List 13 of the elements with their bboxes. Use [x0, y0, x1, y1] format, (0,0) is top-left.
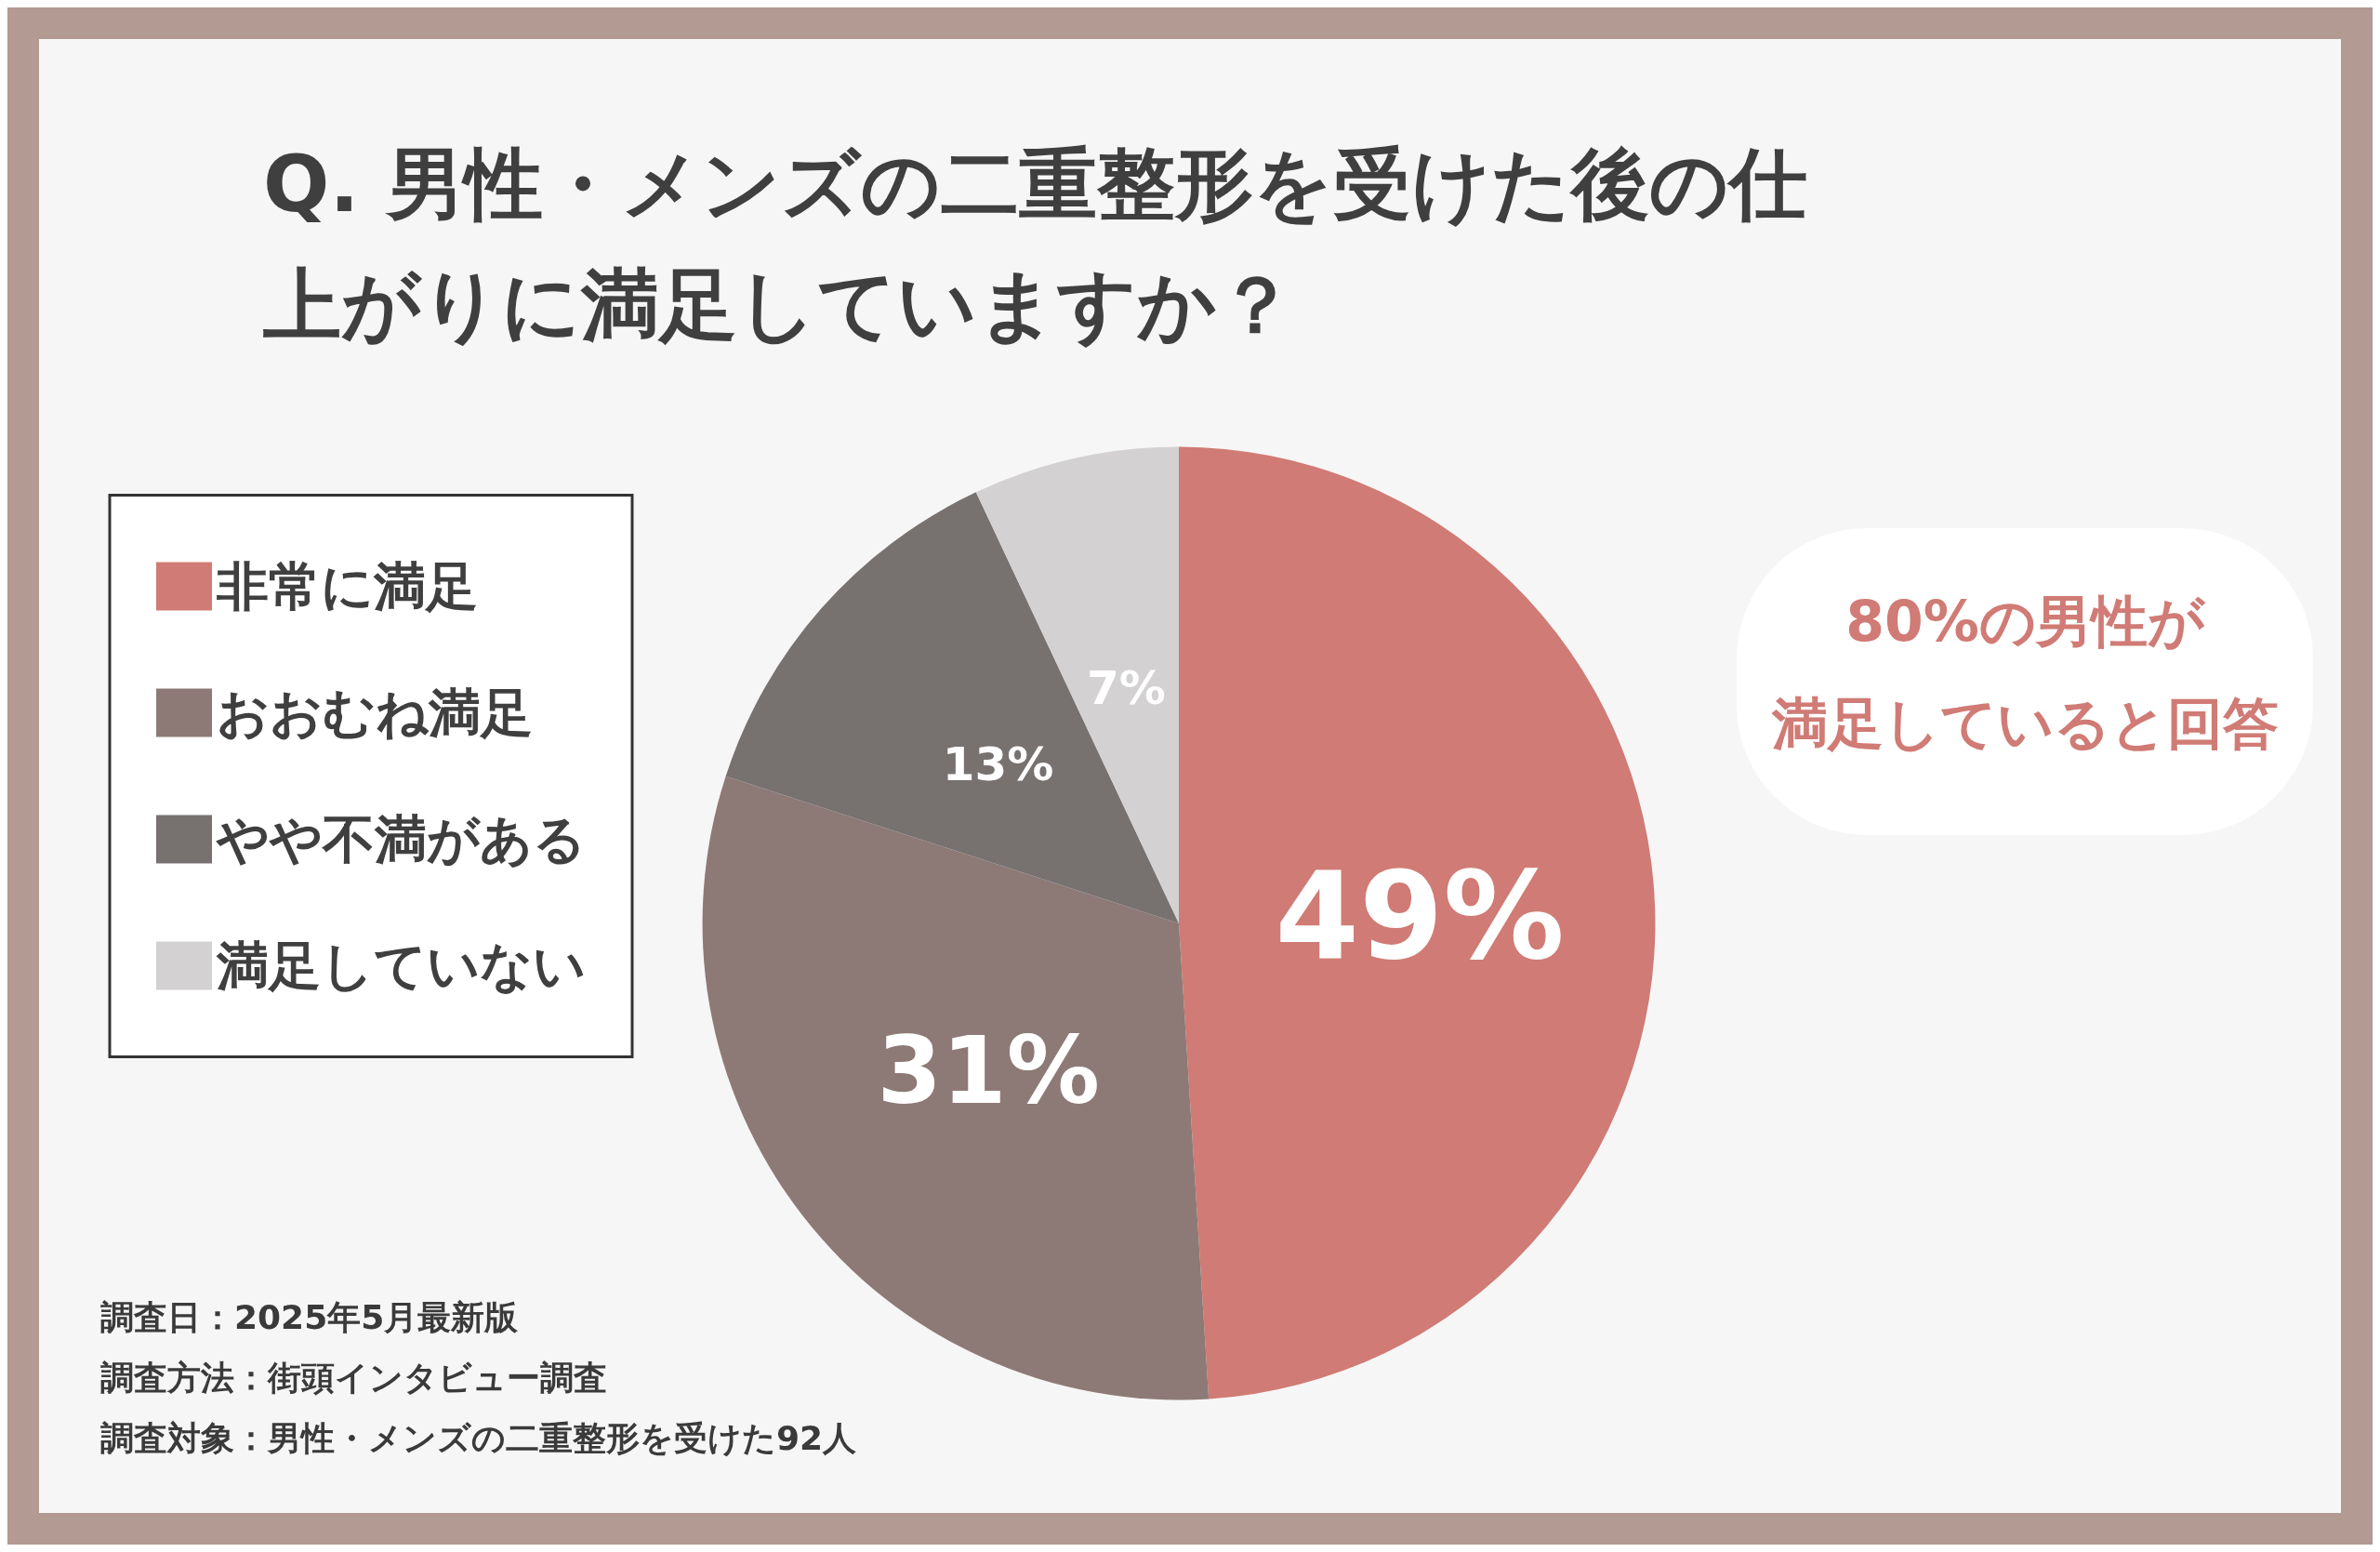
text: 調査日：2025年5月最新版	[100, 1297, 520, 1336]
data-label: 13%	[942, 736, 1054, 791]
data-label: 49%	[1275, 844, 1565, 987]
text: 調査方法：街頭インタビュー調査	[100, 1358, 607, 1397]
legend-label: おおむね満足	[217, 683, 533, 743]
legend-label: やや不満がある	[216, 809, 586, 869]
text: 80%の男性が	[1845, 589, 2206, 654]
data-label: 31%	[877, 1016, 1100, 1126]
legend-label: 非常に満足	[216, 556, 478, 617]
text: 調査対象：男性・メンズの二重整形を受けた92人	[100, 1418, 857, 1457]
chart-title: Q. 男性・メンズの二重整形を受けた後の仕上がりに満足していますか？	[263, 139, 1807, 351]
legend-label: 満足していない	[216, 935, 586, 996]
text: 満足していると回答	[1770, 691, 2279, 756]
